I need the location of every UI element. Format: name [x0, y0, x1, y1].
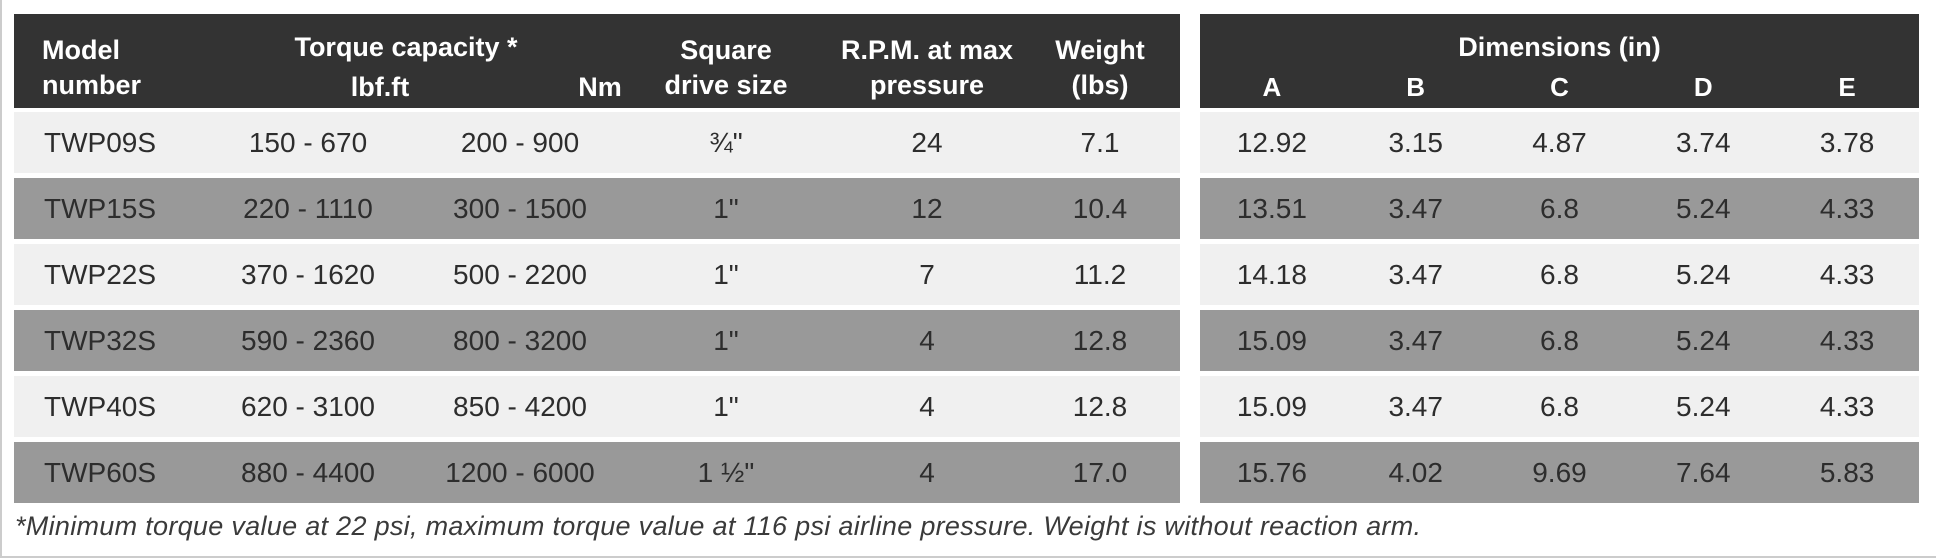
- cell-dim-a: 13.51: [1236, 192, 1307, 224]
- col-header-lbfft: lbf.ft: [350, 72, 410, 103]
- cell-dim-a: 15.09: [1236, 390, 1307, 422]
- dimensions-row-twp60s: 15.76 4.02 9.69 7.64 5.83: [1200, 442, 1919, 503]
- cell-dim-c: 6.8: [1540, 324, 1579, 356]
- cell-nm: 850 - 4200: [453, 390, 587, 422]
- cell-model: TWP22S: [44, 258, 157, 290]
- cell-weight: 11.2: [1073, 258, 1127, 290]
- cell-model: TWP32S: [44, 324, 157, 356]
- dimensions-row-twp32s: 15.09 3.47 6.8 5.24 4.33: [1200, 310, 1919, 371]
- cell-dim-b: 3.47: [1388, 390, 1443, 422]
- cell-dim-a: 14.18: [1236, 258, 1307, 290]
- col-header-weight-lbs: Weight (lbs): [1055, 34, 1145, 100]
- cell-nm: 500 - 2200: [453, 258, 587, 290]
- cell-dim-d: 5.24: [1676, 192, 1731, 224]
- spec-row-twp22s: TWP22S 370 - 1620 500 - 2200 1" 7 11.2: [14, 244, 1180, 305]
- cell-weight: 10.4: [1072, 192, 1128, 224]
- cell-lbfft: 880 - 4400: [241, 456, 375, 488]
- col-header-dim-e: E: [1838, 72, 1856, 103]
- cell-dim-e: 4.33: [1819, 192, 1875, 224]
- spec-row-twp40s: TWP40S 620 - 3100 850 - 4200 1" 4 12.8: [14, 376, 1180, 437]
- cell-dim-a: 12.92: [1236, 126, 1307, 158]
- cell-dim-b: 3.15: [1388, 126, 1443, 158]
- cell-dim-d: 5.24: [1676, 324, 1731, 356]
- cell-drive: 1": [713, 258, 739, 290]
- cell-dim-e: 4.33: [1819, 390, 1875, 422]
- spec-table: Model number Torque capacity * lbf.ft Nm…: [14, 14, 1180, 508]
- cell-dim-a: 15.76: [1236, 456, 1307, 488]
- cell-model: TWP60S: [44, 456, 157, 488]
- cell-nm: 200 - 900: [460, 126, 580, 158]
- cell-rpm: 4: [919, 390, 935, 422]
- cell-rpm: 24: [911, 126, 943, 158]
- col-header-nm: Nm: [578, 72, 622, 103]
- cell-weight: 12.8: [1072, 390, 1128, 422]
- cell-dim-d: 3.74: [1676, 126, 1731, 158]
- cell-weight: 17.0: [1072, 456, 1128, 488]
- cell-drive: 1": [713, 192, 739, 224]
- cell-dim-d: 7.64: [1676, 456, 1731, 488]
- cell-lbfft: 220 - 1110: [243, 192, 373, 224]
- tables-row: Model number Torque capacity * lbf.ft Nm…: [14, 14, 1919, 508]
- cell-dim-d: 5.24: [1676, 390, 1731, 422]
- cell-model: TWP40S: [44, 390, 157, 422]
- cell-dim-e: 4.33: [1819, 324, 1875, 356]
- cell-model: TWP09S: [44, 126, 157, 158]
- cell-lbfft: 370 - 1620: [241, 258, 375, 290]
- col-header-dim-b: B: [1406, 72, 1426, 103]
- cell-drive: ¾": [709, 126, 743, 158]
- cell-model: TWP15S: [44, 192, 157, 224]
- cell-weight: 12.8: [1072, 324, 1128, 356]
- cell-dim-c: 6.8: [1540, 258, 1579, 290]
- dimensions-row-twp40s: 15.09 3.47 6.8 5.24 4.33: [1200, 376, 1919, 437]
- cell-weight: 7.1: [1080, 126, 1120, 158]
- cell-dim-c: 4.87: [1532, 126, 1587, 158]
- cell-dim-e: 4.33: [1819, 258, 1875, 290]
- dimensions-row-twp15s: 13.51 3.47 6.8 5.24 4.33: [1200, 178, 1919, 239]
- spec-row-twp15s: TWP15S 220 - 1110 300 - 1500 1" 12 10.4: [14, 178, 1180, 239]
- cell-rpm: 4: [919, 456, 935, 488]
- cell-dim-b: 3.47: [1388, 324, 1443, 356]
- dimensions-row-twp09s: 12.92 3.15 4.87 3.74 3.78: [1200, 112, 1919, 173]
- cell-dim-c: 6.8: [1540, 192, 1579, 224]
- cell-lbfft: 150 - 670: [248, 126, 368, 158]
- cell-dim-b: 3.47: [1388, 258, 1443, 290]
- col-header-dim-c: C: [1550, 72, 1569, 103]
- cell-dim-c: 6.8: [1540, 390, 1579, 422]
- torque-weight-footnote: *Minimum torque value at 22 psi, maximum…: [15, 511, 1422, 541]
- cell-dim-c: 9.69: [1532, 456, 1587, 488]
- col-header-square-drive-size: Square drive size: [664, 34, 788, 100]
- col-header-dim-a: A: [1262, 72, 1282, 103]
- cell-rpm: 4: [919, 324, 935, 356]
- cell-dim-b: 3.47: [1388, 192, 1443, 224]
- cell-dim-a: 15.09: [1236, 324, 1307, 356]
- spec-row-twp09s: TWP09S 150 - 670 200 - 900 ¾" 24 7.1: [14, 112, 1180, 173]
- col-header-rpm-at-max-pressure: R.P.M. at max pressure: [840, 34, 1014, 100]
- dimensions-table: Dimensions (in) A B C D E 12.92 3.15 4.8…: [1200, 14, 1919, 508]
- cell-rpm: 7: [919, 258, 935, 290]
- cell-dim-e: 3.78: [1819, 126, 1875, 158]
- cell-nm: 300 - 1500: [453, 192, 587, 224]
- dimensions-row-twp22s: 14.18 3.47 6.8 5.24 4.33: [1200, 244, 1919, 305]
- col-header-model-number: Model number: [42, 34, 142, 100]
- cell-drive: 1": [713, 324, 739, 356]
- cell-drive: 1": [713, 390, 739, 422]
- cell-nm: 1200 - 6000: [445, 456, 595, 488]
- cell-lbfft: 590 - 2360: [241, 324, 375, 356]
- cell-nm: 800 - 3200: [453, 324, 587, 356]
- col-header-dimensions-in: Dimensions (in): [1458, 32, 1661, 63]
- col-header-dim-d: D: [1693, 72, 1713, 103]
- cell-dim-d: 5.24: [1676, 258, 1731, 290]
- spec-row-twp60s: TWP60S 880 - 4400 1200 - 6000 1 ½" 4 17.…: [14, 442, 1180, 503]
- col-header-torque-capacity: Torque capacity *: [294, 32, 518, 63]
- cell-dim-e: 5.83: [1819, 456, 1875, 488]
- cell-drive: 1 ½": [697, 456, 755, 488]
- spec-row-twp32s: TWP32S 590 - 2360 800 - 3200 1" 4 12.8: [14, 310, 1180, 371]
- cell-rpm: 12: [911, 192, 943, 224]
- cell-lbfft: 620 - 3100: [241, 390, 375, 422]
- spec-table-header: Model number Torque capacity * lbf.ft Nm…: [14, 14, 1180, 108]
- dimensions-table-header: Dimensions (in) A B C D E: [1200, 14, 1919, 108]
- cell-dim-b: 4.02: [1388, 456, 1443, 488]
